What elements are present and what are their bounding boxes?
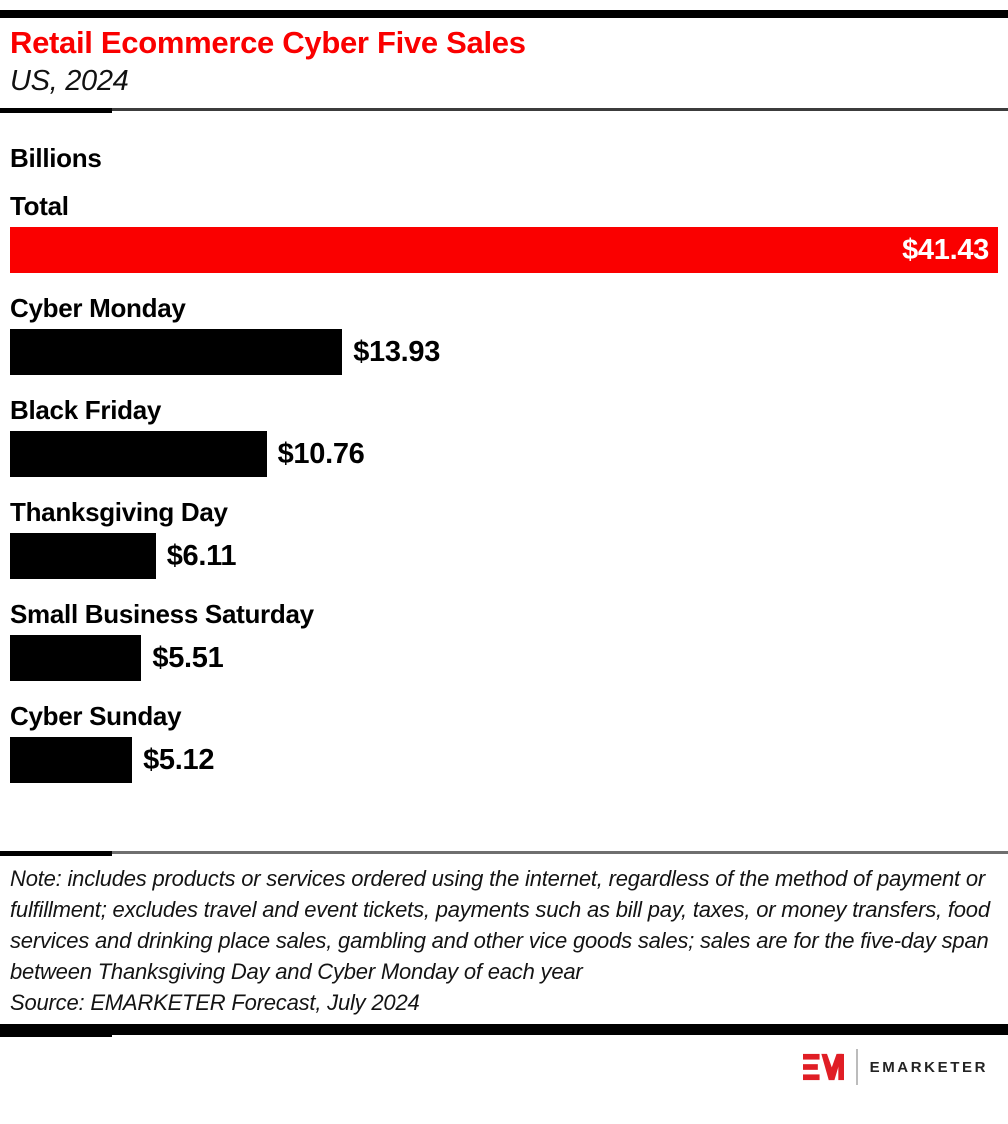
bottom-accent-bar — [0, 1024, 1008, 1037]
chart-area: Billions Total $41.43 Cyber Monday $13.93 Bl… — [0, 145, 1008, 783]
category-bar — [10, 635, 142, 681]
category-bar — [10, 737, 133, 783]
bar-track: $5.51 — [10, 635, 998, 681]
footnote: Note: includes products or services orde… — [10, 866, 990, 984]
bar-label: Small Business Saturday — [10, 599, 314, 629]
bar-value: $5.12 — [143, 743, 215, 776]
chart-title: Retail Ecommerce Cyber Five Sales — [10, 25, 526, 60]
source-line: Source: EMARKETER Forecast, July 2024 — [10, 990, 420, 1015]
unit-label: Billions — [10, 143, 102, 173]
brand-logo: EMARKETER — [0, 1049, 1008, 1085]
chart-row: Thanksgiving Day $6.11 — [10, 497, 998, 579]
emarketer-monogram-icon — [802, 1053, 844, 1081]
top-accent-bar — [0, 10, 1008, 18]
bar-value: $41.43 — [902, 233, 989, 266]
total-bar: $41.43 — [10, 227, 998, 273]
bar-label: Cyber Sunday — [10, 701, 182, 731]
note-rule — [0, 851, 1008, 856]
bar-track: $41.43 — [10, 227, 998, 273]
category-bar — [10, 533, 156, 579]
bar-rows: Total $41.43 Cyber Monday $13.93 Black Frida… — [10, 191, 998, 783]
bar-track: $5.12 — [10, 737, 998, 783]
bar-value: $10.76 — [277, 437, 365, 470]
chart-subtitle: US, 2024 — [10, 65, 129, 97]
category-bar — [10, 431, 267, 477]
chart-row: Small Business Saturday $5.51 — [10, 599, 998, 681]
bar-label: Black Friday — [10, 395, 162, 425]
bar-value: $5.51 — [152, 641, 224, 674]
logo-wordmark: EMARKETER — [869, 1058, 988, 1076]
bar-label: Cyber Monday — [10, 293, 186, 323]
bar-track: $6.11 — [10, 533, 998, 579]
bar-track: $10.76 — [10, 431, 998, 477]
title-rule — [0, 108, 1008, 113]
bar-label: Total — [10, 191, 69, 221]
chart-row: Cyber Sunday $5.12 — [10, 701, 998, 783]
chart-row: Cyber Monday $13.93 — [10, 293, 998, 375]
logo-divider — [855, 1049, 858, 1085]
category-bar — [10, 329, 343, 375]
bar-track: $13.93 — [10, 329, 998, 375]
bar-label: Thanksgiving Day — [10, 497, 228, 527]
bar-value: $13.93 — [353, 335, 441, 368]
chart-row: Black Friday $10.76 — [10, 395, 998, 477]
chart-row: Total $41.43 — [10, 191, 998, 273]
bar-value: $6.11 — [166, 539, 237, 572]
